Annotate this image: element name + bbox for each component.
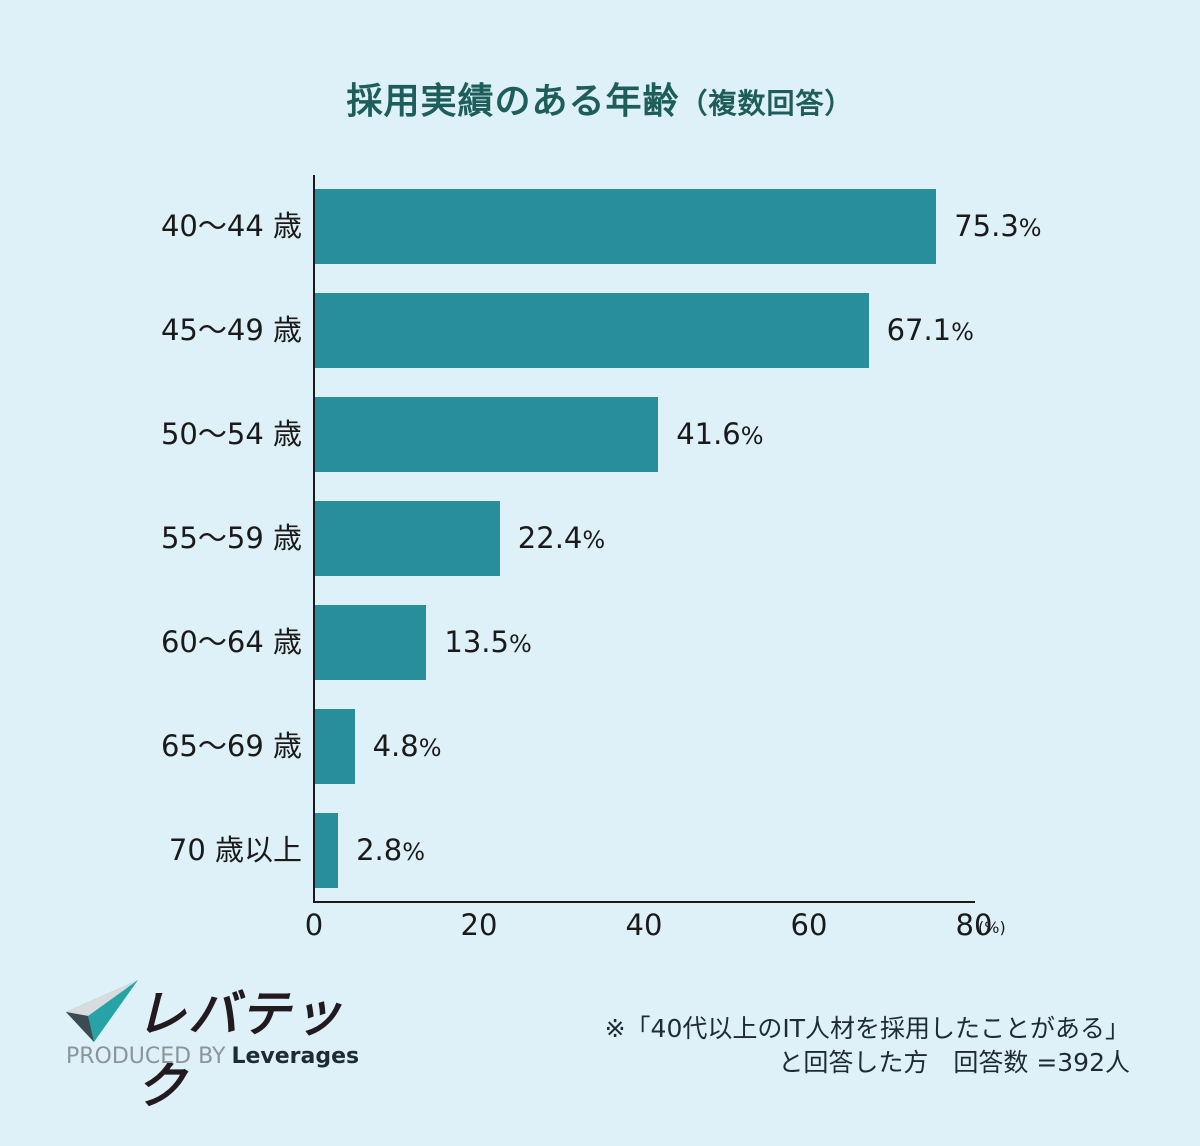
brand-logo: レバテック PRODUCED BY Leverages xyxy=(66,980,366,1115)
chart-title: 採用実績のある年齢（複数回答） xyxy=(0,72,1200,124)
value-label: 75.3% xyxy=(954,189,1041,264)
bar-row: 65〜69 歳 4.8% xyxy=(0,709,1200,784)
value-number: 13.5 xyxy=(444,625,509,659)
chart-title-sub: （複数回答） xyxy=(679,87,854,120)
chart-title-main: 採用実績のある年齢 xyxy=(346,81,680,122)
value-label: 13.5% xyxy=(444,605,531,680)
category-label: 65〜69 歳 xyxy=(160,729,302,763)
bar xyxy=(315,605,427,680)
brand-name: レバテック xyxy=(136,985,344,1115)
value-number: 22.4 xyxy=(517,521,583,555)
bar-row: 45〜49 歳 67.1% xyxy=(0,293,1200,368)
x-tick-label: 0 xyxy=(304,908,324,942)
value-suffix: % xyxy=(740,422,764,450)
bar-row: 70 歳以上 2.8% xyxy=(0,813,1200,888)
survey-note: ※「40代以上のIT人材を採用したことがある」 と回答した方 回答数 =392人 xyxy=(605,1012,1130,1080)
logo-mark-icon xyxy=(66,980,138,1042)
value-label: 4.8% xyxy=(373,709,442,784)
category-label: 40〜44 歳 xyxy=(160,209,302,243)
company-name: Leverages xyxy=(231,1044,360,1069)
bar xyxy=(315,501,500,576)
x-tick-label: 20 xyxy=(460,908,498,942)
bar-chart: 40〜44 歳 75.3% 45〜49 歳 67.1% 50〜54 歳 41.6% 55〜5… xyxy=(0,175,1200,942)
bar-row: 40〜44 歳 75.3% xyxy=(0,189,1200,264)
value-label: 2.8% xyxy=(356,813,425,888)
value-label: 22.4% xyxy=(518,501,605,576)
value-suffix: % xyxy=(402,838,426,866)
bar xyxy=(315,397,659,472)
category-label: 50〜54 歳 xyxy=(160,417,302,451)
x-axis-line xyxy=(313,901,975,903)
category-label: 60〜64 歳 xyxy=(160,625,302,659)
bar xyxy=(315,189,937,264)
bar-row: 55〜59 歳 22.4% xyxy=(0,501,1200,576)
x-tick-label: 60 xyxy=(790,908,828,942)
value-suffix: % xyxy=(951,318,974,346)
bar xyxy=(315,293,869,368)
value-number: 4.8 xyxy=(372,729,419,763)
value-suffix: % xyxy=(582,526,606,554)
value-number: 41.6 xyxy=(676,417,741,451)
bar xyxy=(315,813,339,888)
value-suffix: % xyxy=(1018,214,1042,242)
value-number: 75.3 xyxy=(954,209,1019,243)
x-axis-unit: (%) xyxy=(978,918,1006,937)
value-number: 2.8 xyxy=(356,833,403,867)
bar-row: 60〜64 歳 13.5% xyxy=(0,605,1200,680)
produced-by-label: PRODUCED BY xyxy=(66,1044,226,1069)
value-number: 67.1 xyxy=(886,313,952,347)
bar-row: 50〜54 歳 41.6% xyxy=(0,397,1200,472)
category-label: 70 歳以上 xyxy=(168,833,302,867)
value-label: 41.6% xyxy=(676,397,763,472)
note-line-1: ※「40代以上のIT人材を採用したことがある」 xyxy=(604,1014,1130,1043)
x-tick-label: 80 xyxy=(955,908,993,942)
category-label: 45〜49 歳 xyxy=(160,313,302,347)
bar xyxy=(315,709,355,784)
x-tick-label: 40 xyxy=(625,908,663,942)
category-label: 55〜59 歳 xyxy=(160,521,302,555)
value-suffix: % xyxy=(508,630,532,658)
value-label: 67.1% xyxy=(887,293,974,368)
note-line-2: と回答した方 回答数 =392人 xyxy=(778,1048,1130,1077)
value-suffix: % xyxy=(418,734,442,762)
y-axis-line xyxy=(313,175,315,903)
produced-by: PRODUCED BY Leverages xyxy=(66,1044,359,1069)
